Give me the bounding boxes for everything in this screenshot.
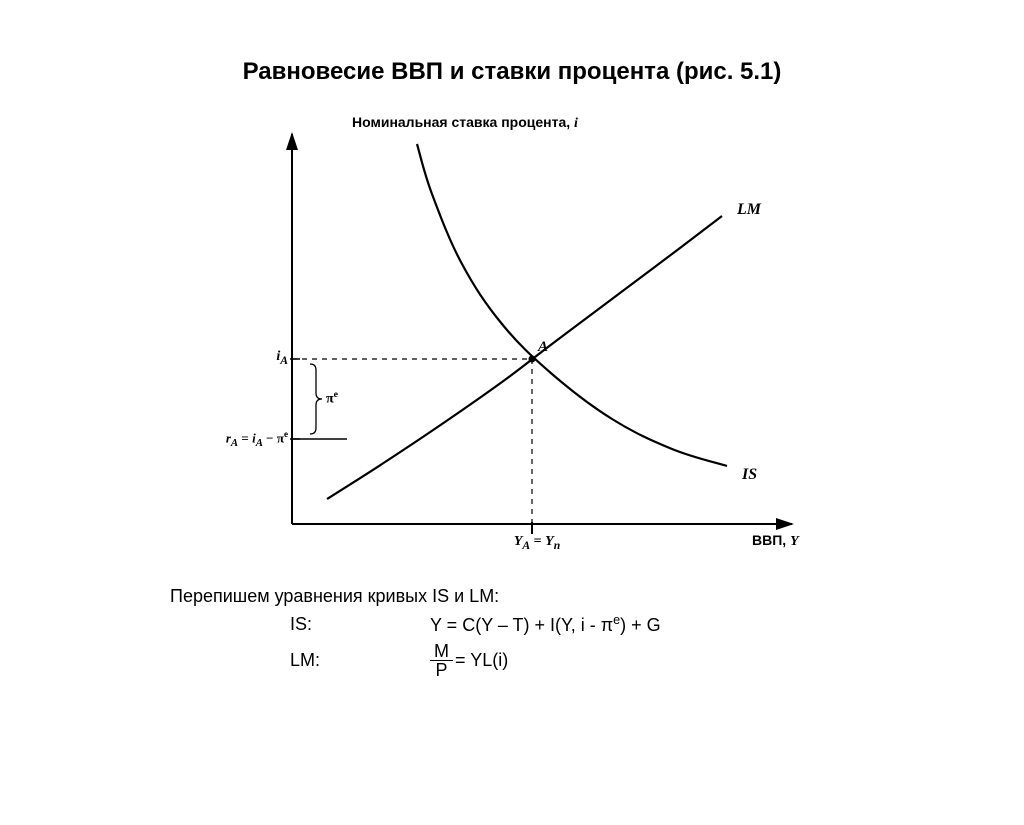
svg-text:LM: LM xyxy=(736,201,762,218)
equation-is: IS: Y = C(Y – T) + I(Y, i - πe) + G xyxy=(290,613,1024,636)
equation-lm-after: = YL(i) xyxy=(455,650,508,671)
svg-text:IS: IS xyxy=(741,466,757,483)
equation-lm-body: M P = YL(i) xyxy=(430,642,508,679)
equations-intro: Перепишем уравнения кривых IS и LM: xyxy=(170,586,1024,607)
equation-is-label: IS: xyxy=(290,614,430,635)
equation-lm-fraction: M P xyxy=(430,642,453,679)
page-title: Равновесие ВВП и ставки процента (рис. 5… xyxy=(0,58,1024,86)
fraction-denominator: P xyxy=(431,661,451,679)
equation-is-body: Y = C(Y – T) + I(Y, i - πe) + G xyxy=(430,613,661,636)
islm-chart: Номинальная ставка процента, iВВП, YISLM… xyxy=(202,104,822,564)
equation-lm-label: LM: xyxy=(290,650,430,671)
equation-lm: LM: M P = YL(i) xyxy=(290,642,1024,679)
equations-block: Перепишем уравнения кривых IS и LM: IS: … xyxy=(170,586,1024,679)
svg-text:A: A xyxy=(537,339,548,355)
fraction-numerator: M xyxy=(430,642,453,661)
